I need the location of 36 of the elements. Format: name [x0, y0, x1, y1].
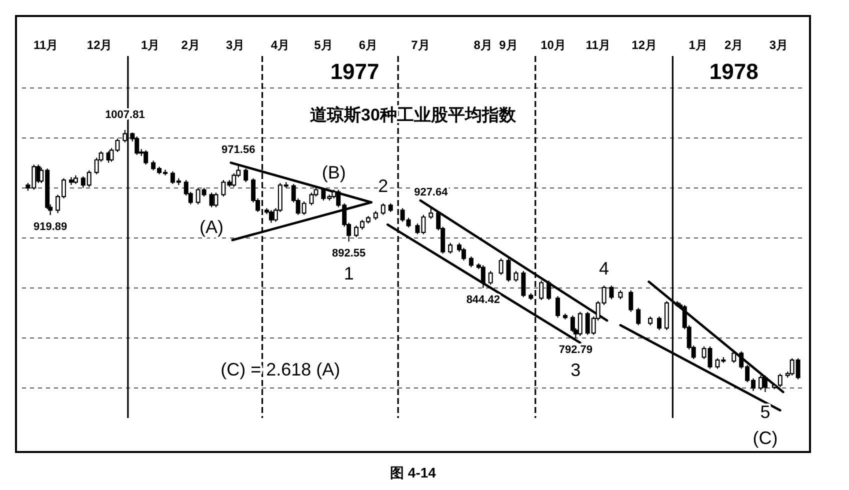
- value-label: 792.79: [558, 344, 592, 356]
- value-label: 844.42: [466, 294, 500, 306]
- x-tick-label: 3月: [769, 38, 788, 52]
- x-tick-label: 9月: [499, 38, 518, 52]
- x-tick-label: 6月: [358, 38, 378, 52]
- x-tick-label: 10月: [540, 38, 566, 52]
- title: 道琼斯30种工业股平均指数: [310, 105, 516, 124]
- wave-label: 5: [760, 402, 770, 422]
- wave-label: (A): [200, 217, 224, 238]
- x2-tick-label: 1977: [330, 58, 380, 84]
- x-tick-label: 8月: [474, 38, 492, 52]
- value-label: 971.56: [222, 144, 256, 156]
- x-tick-label: 1月: [688, 38, 708, 52]
- note: (C) = 2.618 (A): [220, 360, 340, 380]
- value-label: 892.55: [332, 248, 366, 260]
- wave-label: (B): [322, 162, 346, 182]
- wave-label: 4: [599, 258, 610, 278]
- x-tick-label: 1月: [140, 38, 160, 52]
- x-tick-label: 2月: [724, 38, 744, 52]
- wave-label: 2: [378, 176, 388, 196]
- value-label: 919.89: [34, 221, 68, 234]
- x-tick-label: 4月: [270, 38, 290, 52]
- x-tick-label: 3月: [226, 38, 245, 52]
- wave-label: 1: [344, 263, 354, 284]
- x-tick-label: 11月: [34, 38, 58, 52]
- x-tick-label: 2月: [181, 38, 200, 52]
- wave-label: (C): [752, 428, 778, 448]
- caption: 图 4-14: [390, 464, 436, 481]
- x-tick-label: 12月: [86, 38, 112, 52]
- value-label: 927.64: [414, 186, 448, 198]
- x-tick-label: 11月: [586, 38, 610, 52]
- wave-label: 3: [570, 360, 581, 380]
- x-tick-label: 12月: [632, 38, 658, 52]
- x-tick-label: 7月: [411, 38, 430, 52]
- x2-tick-label: 1978: [709, 58, 758, 84]
- x-tick-label: 5月: [314, 38, 333, 52]
